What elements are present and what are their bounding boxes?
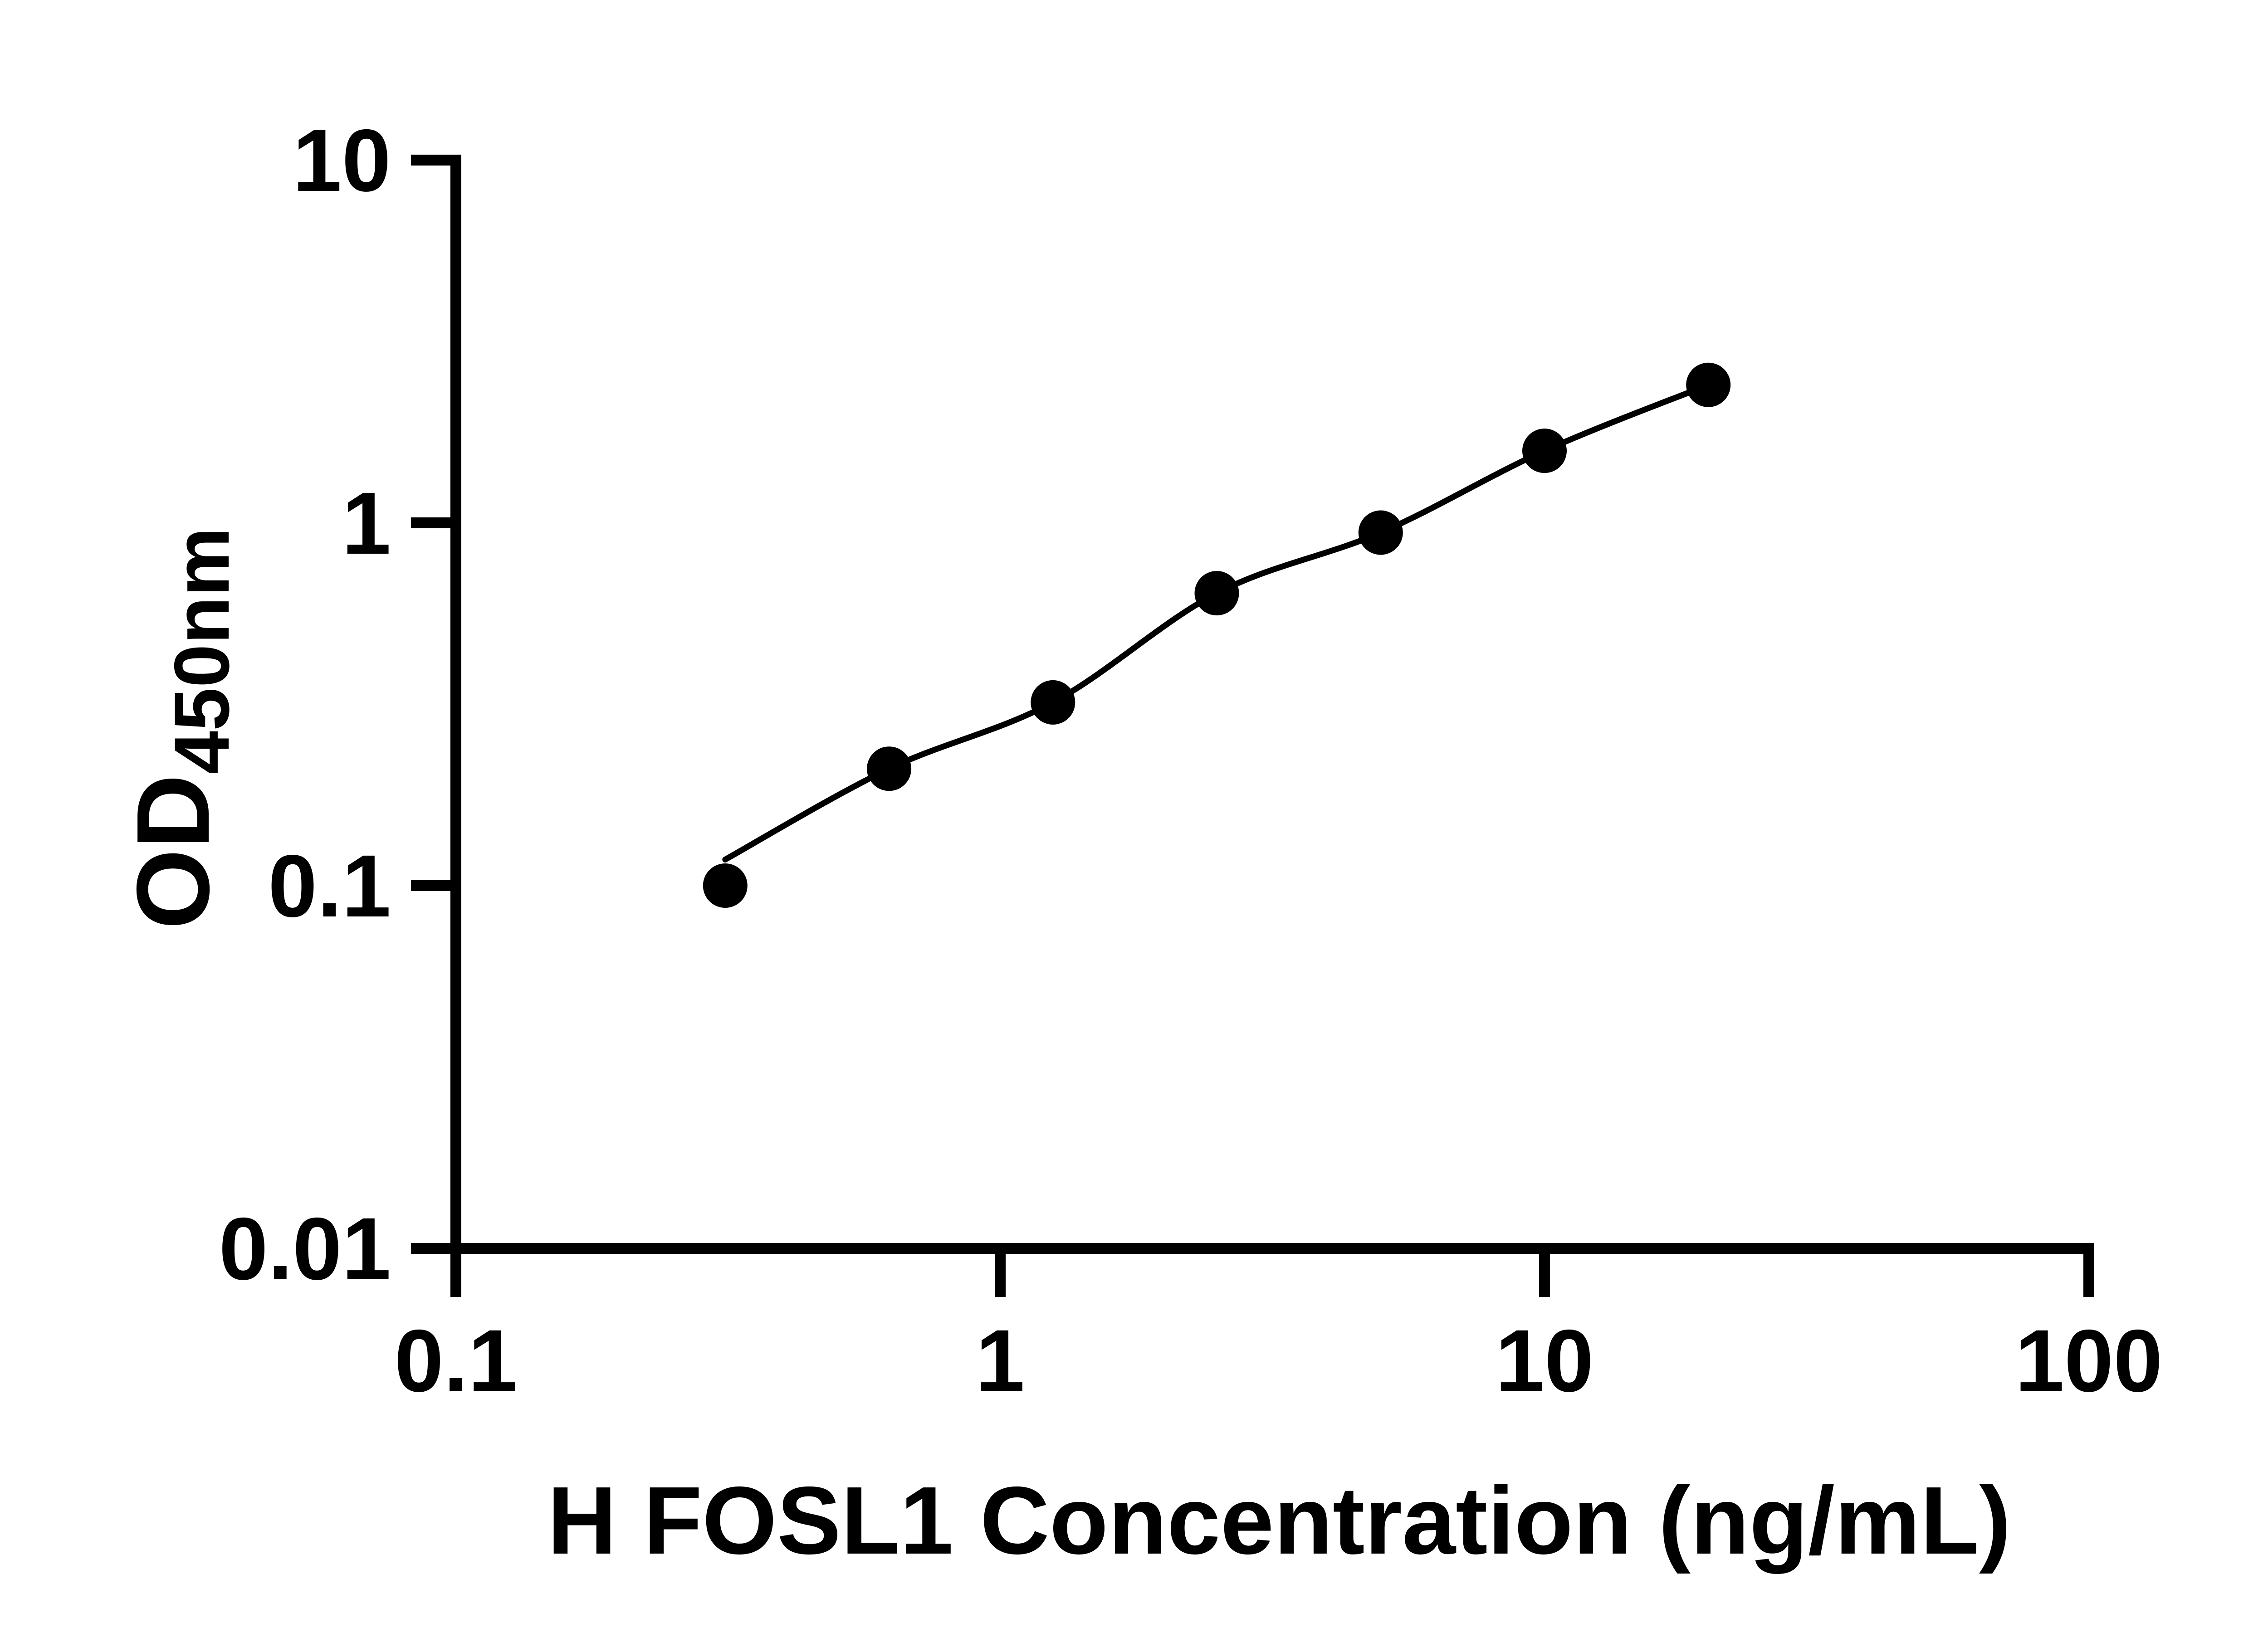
y-axis-title-base: OD bbox=[116, 774, 231, 929]
y-tick-label: 0.1 bbox=[268, 837, 391, 936]
y-axis-title: OD450nm bbox=[116, 527, 245, 930]
data-point bbox=[867, 746, 912, 791]
data-point bbox=[703, 863, 748, 908]
y-axis-title-subscript: 450nm bbox=[158, 527, 245, 775]
y-tick-label: 0.01 bbox=[219, 1199, 391, 1298]
data-point bbox=[1031, 680, 1075, 725]
elisa-standard-curve-figure: 0.01 0.1 1 10 0.1 1 10 100 H FOSL1 Concentratio… bbox=[18, 7, 2268, 1640]
x-tick-label: 100 bbox=[2015, 1311, 2162, 1410]
data-point bbox=[1194, 571, 1239, 616]
x-tick-label: 0.1 bbox=[394, 1311, 517, 1410]
axis-ticks bbox=[411, 155, 2094, 1297]
data-point bbox=[1522, 429, 1567, 473]
data-series bbox=[703, 362, 1731, 908]
axes bbox=[411, 155, 2094, 1254]
y-tick-label: 10 bbox=[293, 111, 391, 210]
x-axis-title: H FOSL1 Concentration (ng/mL) bbox=[547, 1467, 2011, 1574]
x-tick-label: 1 bbox=[976, 1311, 1025, 1410]
data-point bbox=[1358, 510, 1403, 555]
y-tick-label: 1 bbox=[342, 474, 391, 573]
data-point bbox=[1686, 362, 1731, 407]
x-tick-label: 10 bbox=[1496, 1311, 1594, 1410]
